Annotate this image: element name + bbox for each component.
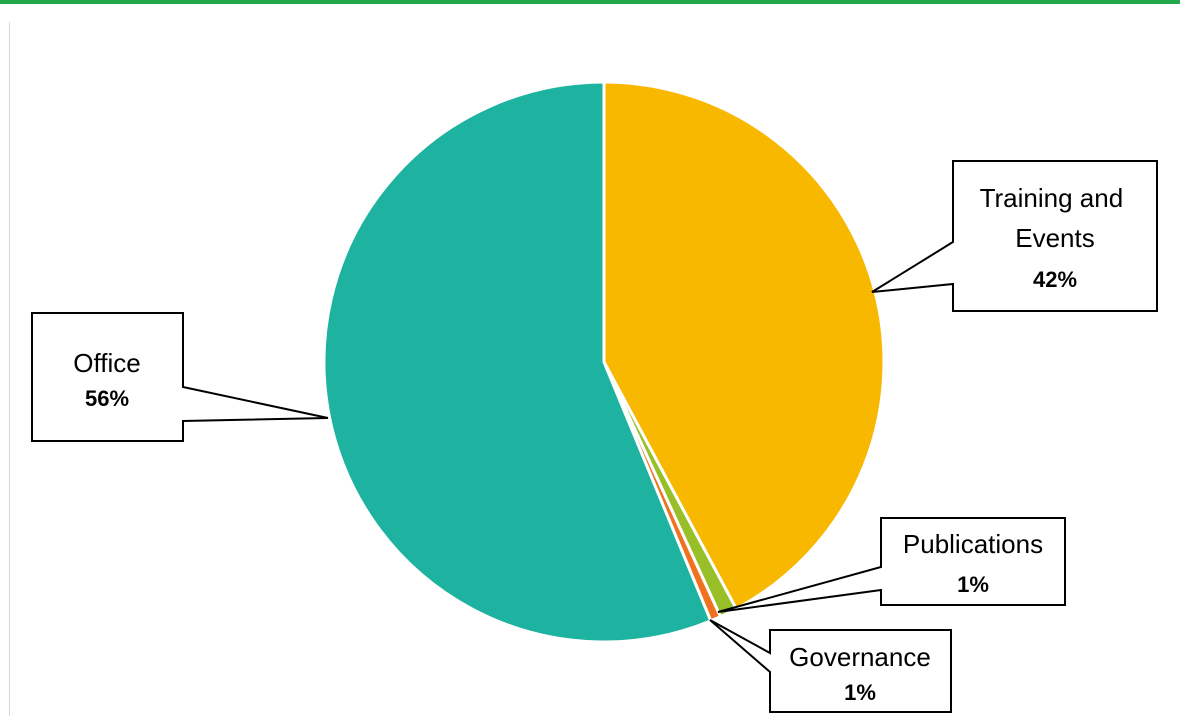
leader-line-office	[31, 312, 329, 442]
leader-line-publications	[717, 517, 1066, 613]
percent-publications: 1%	[957, 572, 989, 597]
top-accent-rule	[0, 0, 1180, 4]
callout-training-and-events: Training and Events 42%	[871, 160, 1158, 312]
pie-slice-training-and-events	[602, 80, 886, 611]
leader-line-training-and-events	[871, 160, 1158, 312]
pie-slices	[322, 80, 886, 644]
label-training-and-events: Training and Events	[980, 183, 1131, 253]
label-publications: Publications	[903, 529, 1043, 559]
pie-slice-office	[322, 80, 713, 644]
label-governance: Governance	[789, 642, 931, 672]
percent-training-and-events: 42%	[1033, 267, 1077, 292]
callout-publications: Publications 1%	[717, 517, 1066, 613]
callout-office: Office 56%	[31, 312, 329, 442]
leader-line-governance	[709, 619, 952, 713]
callout-governance: Governance 1%	[709, 619, 952, 713]
percent-office: 56%	[85, 386, 129, 411]
percent-governance: 1%	[844, 680, 876, 705]
left-border-rule	[9, 22, 10, 716]
label-office: Office	[73, 348, 140, 378]
